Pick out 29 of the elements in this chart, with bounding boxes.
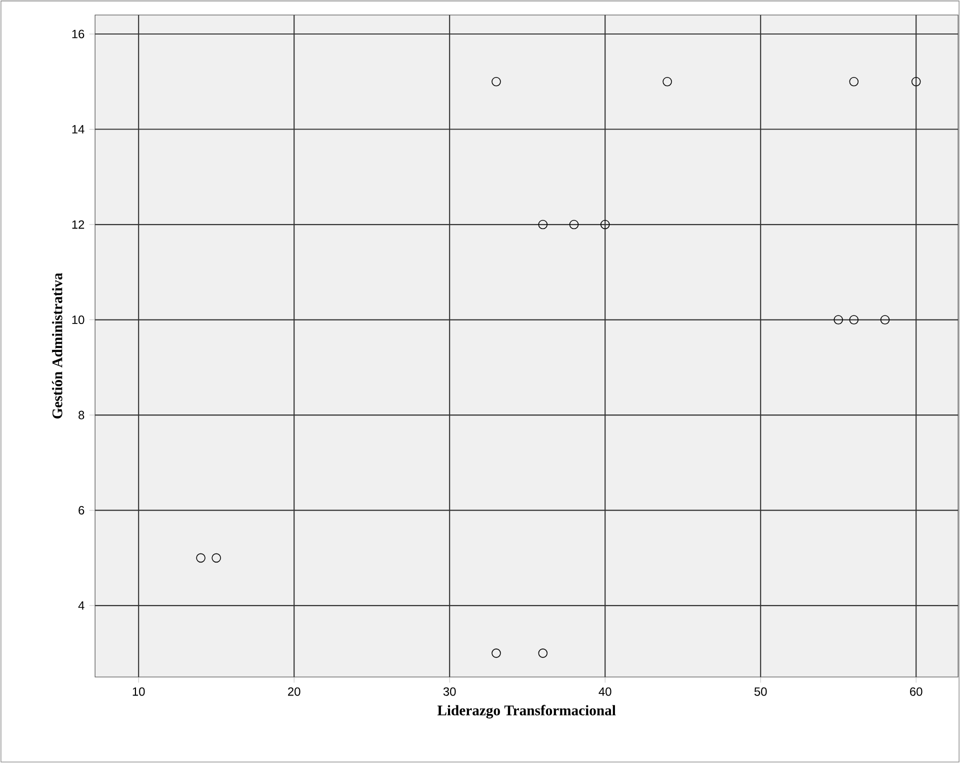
y-tick-label: 4 (78, 601, 84, 610)
point (880, 315, 890, 324)
point (492, 77, 501, 86)
y-tick-label: 16 (72, 30, 84, 38)
point (662, 77, 672, 86)
x-axis-title: Liderazgo Transformacional (437, 704, 616, 718)
y-tick-label: 8 (78, 410, 84, 420)
y-axis-title: Gestión Administrativa (52, 272, 62, 419)
point (849, 315, 859, 324)
x-tick-label: 20 (288, 687, 300, 696)
point (911, 77, 921, 86)
x-tick-label: 30 (443, 687, 456, 696)
point (538, 648, 548, 658)
point (212, 553, 221, 563)
point (492, 648, 501, 658)
x-tick-label: 40 (598, 687, 612, 696)
point (834, 315, 843, 324)
y-tick-label: 14 (72, 125, 84, 134)
point (538, 220, 548, 230)
y-tick-label: 10 (72, 316, 84, 324)
x-tick-label: 60 (910, 687, 922, 696)
x-tick-label: 50 (754, 687, 767, 696)
point (196, 553, 206, 563)
point (849, 77, 859, 86)
point (569, 220, 579, 230)
y-tick-label: 6 (78, 506, 84, 515)
point (600, 220, 610, 230)
x-tick-label: 10 (132, 687, 145, 696)
y-tick-label: 12 (72, 220, 84, 229)
